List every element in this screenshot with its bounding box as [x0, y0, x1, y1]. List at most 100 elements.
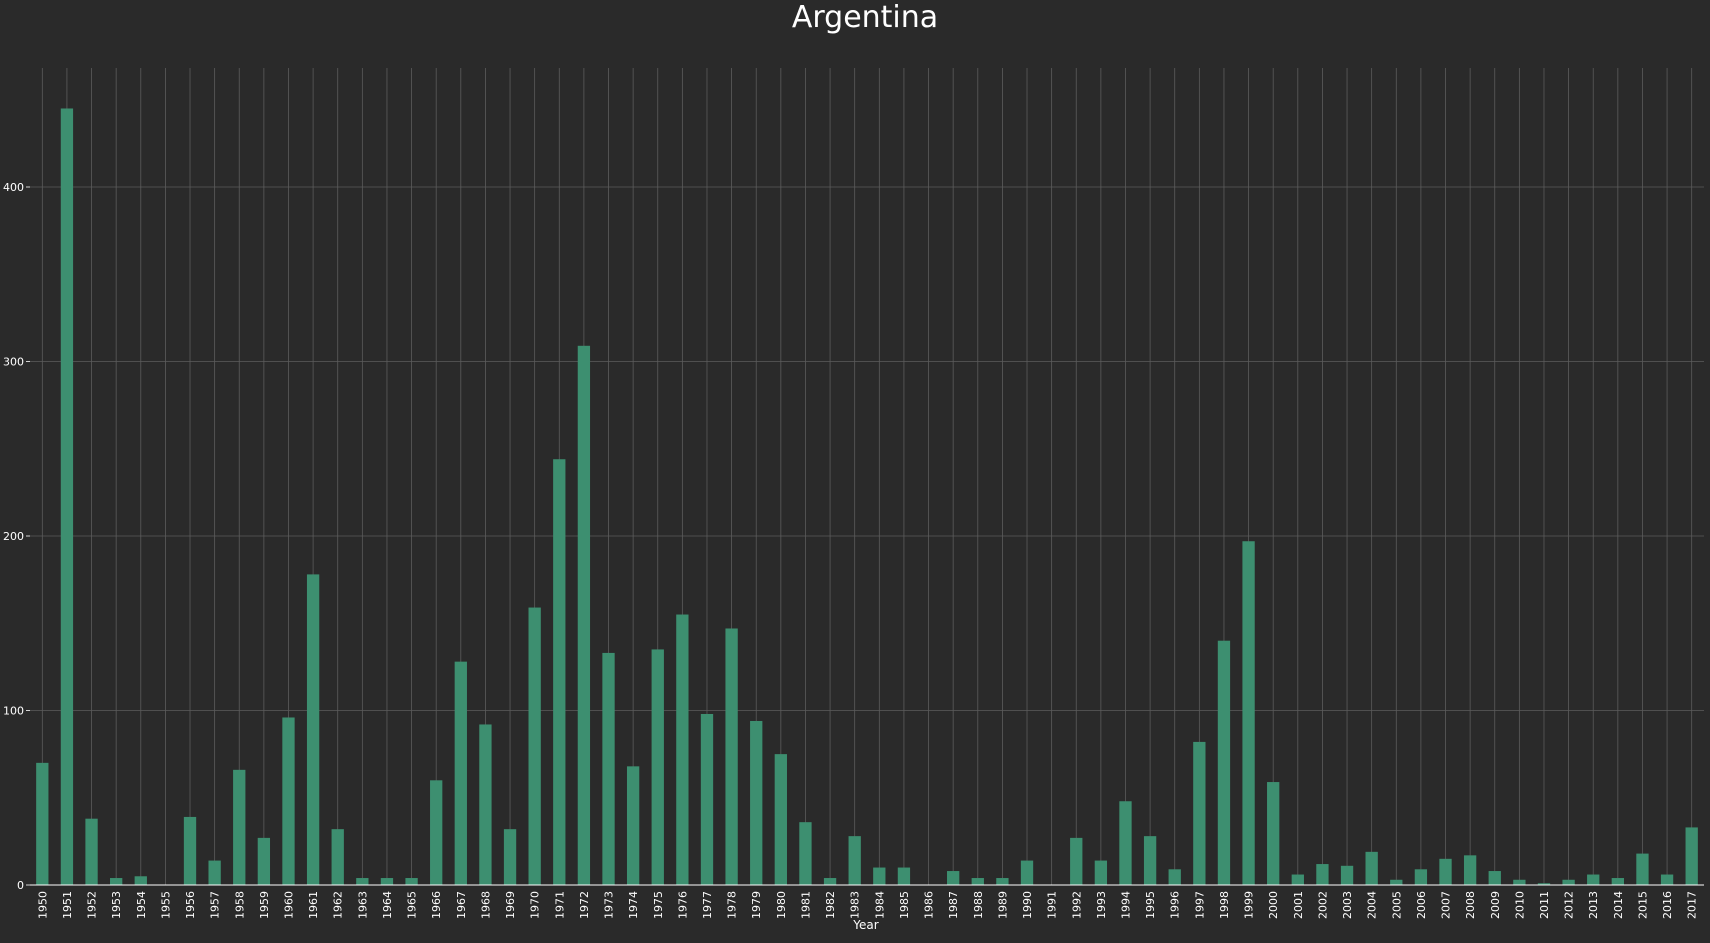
- bar-2011: [1537, 883, 1551, 885]
- x-tick-label: 1996: [1169, 891, 1182, 919]
- bar-1989: [996, 878, 1009, 885]
- x-tick-label: 2004: [1366, 891, 1379, 919]
- bar-2003: [1340, 865, 1354, 885]
- bar-1959: [257, 837, 271, 885]
- bar-1984: [873, 867, 886, 885]
- bar-2001: [1291, 874, 1304, 885]
- x-tick-label: 2013: [1587, 891, 1600, 919]
- bar-2009: [1488, 871, 1501, 885]
- x-tick-label: 1977: [701, 891, 714, 919]
- x-tick-label: 2016: [1661, 891, 1674, 919]
- bar-1961: [306, 574, 320, 885]
- bar-2005: [1390, 879, 1403, 885]
- x-tick-label: 2009: [1489, 891, 1502, 919]
- bar-1958: [233, 769, 246, 885]
- x-tick-label: 2006: [1415, 891, 1428, 919]
- x-tick-label: 1966: [430, 891, 443, 919]
- bar-1985: [897, 867, 911, 885]
- bar-2006: [1414, 869, 1428, 885]
- bar-1950: [36, 762, 49, 885]
- bar-1975: [651, 649, 664, 885]
- x-tick-label: 1962: [332, 891, 345, 919]
- x-tick-label: 1965: [406, 891, 419, 919]
- x-tick-label: 1986: [923, 891, 936, 919]
- bar-1988: [971, 878, 984, 885]
- x-tick-label: 2002: [1316, 891, 1329, 919]
- x-tick-label: 1973: [603, 891, 616, 919]
- bar-2012: [1562, 879, 1575, 885]
- bar-1994: [1119, 801, 1132, 885]
- x-tick-label: 1991: [1046, 891, 1059, 919]
- x-tick-label: 2015: [1636, 891, 1649, 919]
- bar-2010: [1513, 879, 1526, 885]
- bar-1973: [602, 652, 615, 885]
- bar-1963: [356, 878, 369, 885]
- y-tick-label: 200: [3, 530, 24, 543]
- bar-1951: [60, 108, 74, 886]
- x-tick-label: 2007: [1440, 891, 1453, 919]
- x-tick-label: 1952: [86, 891, 99, 919]
- x-tick-label: 1990: [1021, 891, 1034, 919]
- x-tick-label: 1987: [947, 891, 960, 919]
- x-tick-label: 1988: [972, 891, 985, 919]
- x-tick-label: 2011: [1538, 891, 1551, 919]
- x-tick-label: 1967: [455, 891, 468, 919]
- bar-1978: [725, 628, 738, 885]
- bar-1980: [774, 754, 787, 885]
- bar-1970: [528, 607, 541, 885]
- bar-1992: [1070, 837, 1083, 885]
- bar-1953: [110, 878, 123, 885]
- x-tick-label: 2000: [1267, 891, 1280, 919]
- bar-1990: [1020, 860, 1034, 885]
- x-tick-label: 1999: [1243, 891, 1256, 919]
- x-tick-label: 2017: [1686, 891, 1699, 919]
- x-tick-label: 2001: [1292, 891, 1305, 919]
- bar-1997: [1193, 741, 1206, 885]
- bar-1966: [430, 780, 443, 885]
- x-tick-label: 1980: [775, 891, 788, 919]
- x-tick-label: 1960: [282, 891, 295, 919]
- x-tick-label: 1954: [135, 891, 148, 919]
- bar-1957: [208, 860, 221, 885]
- bar-2004: [1365, 851, 1378, 885]
- bar-1995: [1143, 836, 1157, 885]
- x-tick-label: 1982: [824, 891, 837, 919]
- x-tick-label: 1985: [898, 891, 911, 919]
- x-tick-label: 1969: [504, 891, 517, 919]
- bar-1969: [503, 829, 517, 885]
- bar-1981: [799, 822, 812, 885]
- x-tick-label: 2008: [1464, 891, 1477, 919]
- x-tick-label: 1955: [159, 891, 172, 919]
- bar-1968: [479, 724, 492, 885]
- x-tick-label: 1992: [1070, 891, 1083, 919]
- y-tick-label: 100: [3, 705, 24, 718]
- y-tick-label: 300: [3, 356, 24, 369]
- x-tick-label: 1961: [307, 891, 320, 919]
- x-tick-label: 1970: [529, 891, 542, 919]
- chart-title: Argentina: [791, 0, 939, 35]
- x-tick-label: 1971: [553, 891, 566, 919]
- bar-2015: [1636, 853, 1649, 885]
- bar-1967: [454, 661, 467, 885]
- bar-2013: [1587, 874, 1600, 885]
- x-tick-label: 1979: [750, 891, 763, 919]
- bar-1979: [750, 720, 763, 885]
- bar-1976: [676, 614, 689, 885]
- x-tick-label: 1994: [1119, 891, 1132, 919]
- bar-1983: [848, 836, 861, 885]
- x-tick-label: 2014: [1612, 891, 1625, 919]
- bar-1996: [1168, 869, 1181, 885]
- x-tick-label: 1974: [627, 891, 640, 919]
- bar-1999: [1242, 541, 1255, 885]
- x-tick-label: 1983: [849, 891, 862, 919]
- x-tick-labels: 1950 1951 1952 1953 1954 1955 1956 1957 1958 1959…: [36, 891, 1698, 919]
- x-tick-label: 1995: [1144, 891, 1157, 919]
- x-tick-label: 1953: [110, 891, 123, 919]
- bar-2016: [1660, 874, 1674, 885]
- x-tick-label: 1989: [996, 891, 1009, 919]
- x-tick-label: 1972: [578, 891, 591, 919]
- bar-2000: [1267, 782, 1280, 885]
- bar-1977: [700, 713, 714, 885]
- bar-1982: [823, 878, 837, 885]
- bar-1956: [183, 816, 197, 885]
